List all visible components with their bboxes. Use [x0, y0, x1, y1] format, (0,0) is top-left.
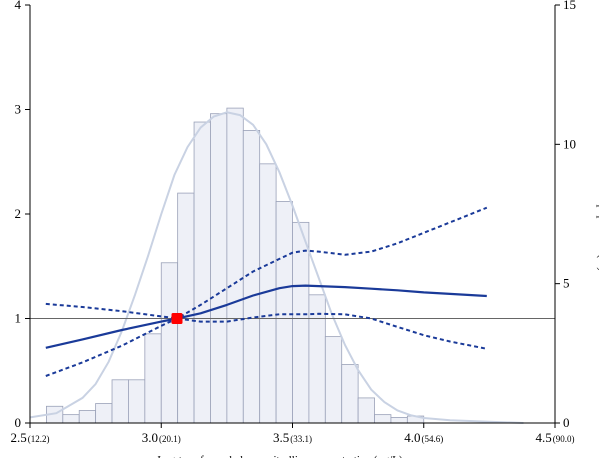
histogram-bar-21 [390, 417, 408, 424]
y2-tick-label-2: 10 [563, 136, 576, 151]
y2-tick-label-0: 0 [563, 415, 570, 430]
ci-curve-2 [45, 206, 488, 377]
histogram-bar-15 [292, 221, 310, 424]
x-axis-title: Log-transformed plasma citrulline concen… [157, 454, 403, 458]
histogram-bar-18 [341, 364, 359, 424]
histogram-bar-10 [210, 113, 228, 424]
histogram-bar-12 [242, 129, 261, 424]
y-tick-label-0: 0 [15, 415, 22, 430]
histogram-bar-1 [62, 414, 80, 424]
spline-curves [45, 206, 488, 377]
x-tick-label-3: 4.0(54.6) [404, 430, 443, 445]
estimate-curve-0 [45, 284, 487, 349]
histogram-bars [46, 107, 425, 424]
y-tick-label-3: 3 [15, 102, 22, 117]
histogram-bar-4 [111, 379, 129, 424]
y-tick-label-4: 4 [15, 0, 22, 12]
histogram-bar-3 [95, 403, 113, 424]
histogram-bar-11 [226, 107, 244, 424]
histogram-bar-14 [275, 201, 293, 424]
ci-curve-1 [45, 302, 487, 350]
histogram-bar-5 [128, 379, 146, 424]
histogram-bar-7 [160, 262, 179, 424]
y2-tick-label-3: 15 [563, 0, 576, 12]
axes: 0 1 2 3 4 0 5 10 15 2.5(12.2) 3.0(20.1) 3.5(33.1) 4.… [11, 0, 577, 445]
y-tick-label-1: 1 [15, 311, 22, 326]
histogram-bar-9 [193, 121, 211, 424]
histogram-bar-6 [144, 333, 162, 424]
x-tick-label-2: 3.5(33.1) [273, 430, 312, 445]
axis-labels: Log-transformed plasma citrulline concen… [157, 157, 599, 458]
x-tick-label-0: 2.5(12.2) [11, 430, 50, 445]
histogram-bar-19 [357, 397, 375, 424]
y2-axis-title: Percent of population (%) [596, 157, 599, 271]
x-tick-label-1: 3.0(20.1) [142, 430, 181, 445]
reference-point-group [171, 313, 183, 324]
histogram-bar-17 [324, 336, 343, 424]
histogram-bar-2 [78, 410, 97, 424]
y2-tick-label-1: 5 [563, 276, 570, 291]
y-tick-label-2: 2 [15, 206, 22, 221]
x-tick-label-4: 4.5(90.0) [536, 430, 575, 445]
histogram-bar-8 [177, 192, 195, 424]
histogram-bar-20 [374, 414, 392, 424]
reference-point [171, 313, 183, 324]
